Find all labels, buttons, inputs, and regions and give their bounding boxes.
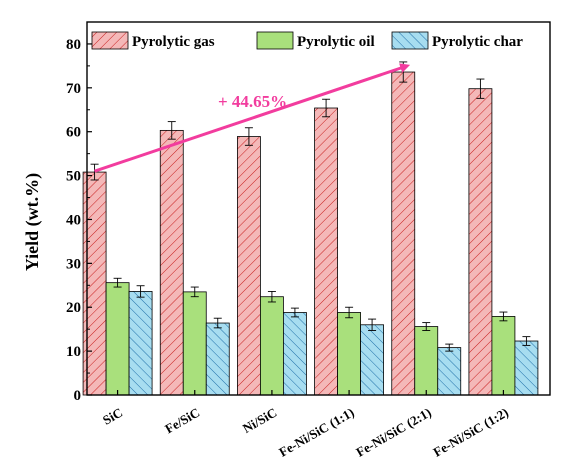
- error-bar-pyrolytic-char-fe-ni-sic-1-2: [522, 336, 531, 346]
- error-bar-pyrolytic-char-fe-ni-sic-2-1: [445, 343, 454, 352]
- y-tick-label: 70: [66, 81, 81, 97]
- trend-annotation-label: + 44.65%: [218, 92, 287, 111]
- y-tick-label: 50: [66, 169, 81, 185]
- bars-layer: [82, 71, 539, 396]
- x-tick-label: Fe/SiC: [162, 405, 202, 437]
- bar-pyrolytic-oil-fe-ni-sic-2-1: [414, 326, 439, 396]
- bar-pyrolytic-char-fe-ni-sic-2-1: [437, 347, 462, 396]
- bar-pyrolytic-char-fe-ni-sic-1-1: [360, 324, 384, 396]
- error-bar-pyrolytic-oil-fe-ni-sic-2-1: [422, 322, 431, 331]
- y-tick-label: 20: [66, 300, 81, 316]
- y-tick-label: 40: [66, 212, 81, 228]
- bar-pyrolytic-char-sic: [128, 291, 153, 396]
- error-bar-pyrolytic-gas-sic: [90, 163, 99, 181]
- bar-pyrolytic-oil-sic: [105, 282, 130, 396]
- legend-item-pyrolytic-oil: Pyrolytic oil: [256, 31, 375, 50]
- error-bar-pyrolytic-gas-fe-ni-sic-1-2: [476, 78, 485, 99]
- bar-pyrolytic-oil-fe-ni-sic-1-2: [491, 316, 516, 396]
- legend-label: Pyrolytic gas: [132, 34, 215, 50]
- error-bar-pyrolytic-char-ni-sic: [290, 307, 299, 318]
- axes-layer: [86, 21, 551, 396]
- error-bars-layer: [90, 61, 531, 352]
- error-bar-pyrolytic-gas-fe-ni-sic-1-1: [322, 98, 331, 118]
- y-tick-label: 30: [66, 256, 81, 272]
- bar-pyrolytic-oil-fe-sic: [182, 291, 207, 396]
- x-tick-label: Fe-Ni/SiC (2:1): [353, 405, 433, 460]
- error-bar-pyrolytic-char-fe-sic: [213, 317, 222, 329]
- bar-pyrolytic-oil-fe-ni-sic-1-1: [337, 312, 361, 396]
- error-bar-pyrolytic-char-sic: [136, 285, 145, 298]
- error-bar-pyrolytic-oil-sic: [113, 277, 122, 288]
- y-tick-labels: 0 10 20 30 40 50 60 70 80: [66, 37, 81, 404]
- error-bar-pyrolytic-gas-fe-sic: [167, 121, 176, 140]
- legend-item-pyrolytic-char: Pyrolytic char: [391, 31, 523, 50]
- legend-swatch: [391, 31, 429, 50]
- plot-frame: [86, 21, 551, 396]
- legend-swatch: [91, 31, 129, 50]
- x-tick-label: Fe-Ni/SiC (1:2): [431, 405, 511, 460]
- error-bar-pyrolytic-oil-fe-ni-sic-1-2: [499, 311, 508, 322]
- error-bar-pyrolytic-oil-fe-sic: [190, 286, 199, 298]
- error-bar-pyrolytic-char-fe-ni-sic-1-1: [368, 318, 377, 331]
- annotation: + 44.65%: [94, 63, 411, 173]
- legend-swatch: [256, 31, 294, 50]
- y-tick-label: 80: [66, 37, 81, 53]
- trend-arrow: [94, 63, 411, 173]
- bar-pyrolytic-char-ni-sic: [283, 312, 307, 396]
- bar-pyrolytic-char-fe-sic: [205, 322, 230, 396]
- legend-label: Pyrolytic oil: [297, 34, 375, 50]
- bar-pyrolytic-gas-fe-ni-sic-1-1: [314, 107, 338, 396]
- error-bar-pyrolytic-oil-fe-ni-sic-1-1: [345, 306, 354, 319]
- bar-pyrolytic-gas-ni-sic: [237, 136, 261, 396]
- y-axis-label: Yield (wt.%): [22, 173, 43, 271]
- legend-label: Pyrolytic char: [432, 34, 523, 50]
- bar-pyrolytic-char-fe-ni-sic-1-2: [514, 340, 539, 396]
- x-tick-label: Fe-Ni/SiC (1:1): [276, 405, 356, 460]
- bar-pyrolytic-gas-fe-ni-sic-1-2: [468, 88, 493, 396]
- bar-pyrolytic-gas-fe-ni-sic-2-1: [391, 71, 416, 396]
- bar-pyrolytic-oil-ni-sic: [260, 296, 284, 396]
- error-bar-pyrolytic-oil-ni-sic: [267, 290, 276, 303]
- x-tick-label: SiC: [100, 405, 125, 428]
- y-tick-label: 10: [66, 344, 81, 360]
- bar-pyrolytic-gas-fe-sic: [159, 129, 184, 396]
- y-tick-label: 0: [74, 388, 82, 404]
- legend: Pyrolytic gas Pyrolytic oil Pyrolytic char: [91, 31, 523, 50]
- x-tick-label: Ni/SiC: [240, 405, 279, 436]
- legend-item-pyrolytic-gas: Pyrolytic gas: [91, 31, 215, 50]
- y-tick-label: 60: [66, 125, 81, 141]
- error-bar-pyrolytic-gas-ni-sic: [244, 127, 253, 146]
